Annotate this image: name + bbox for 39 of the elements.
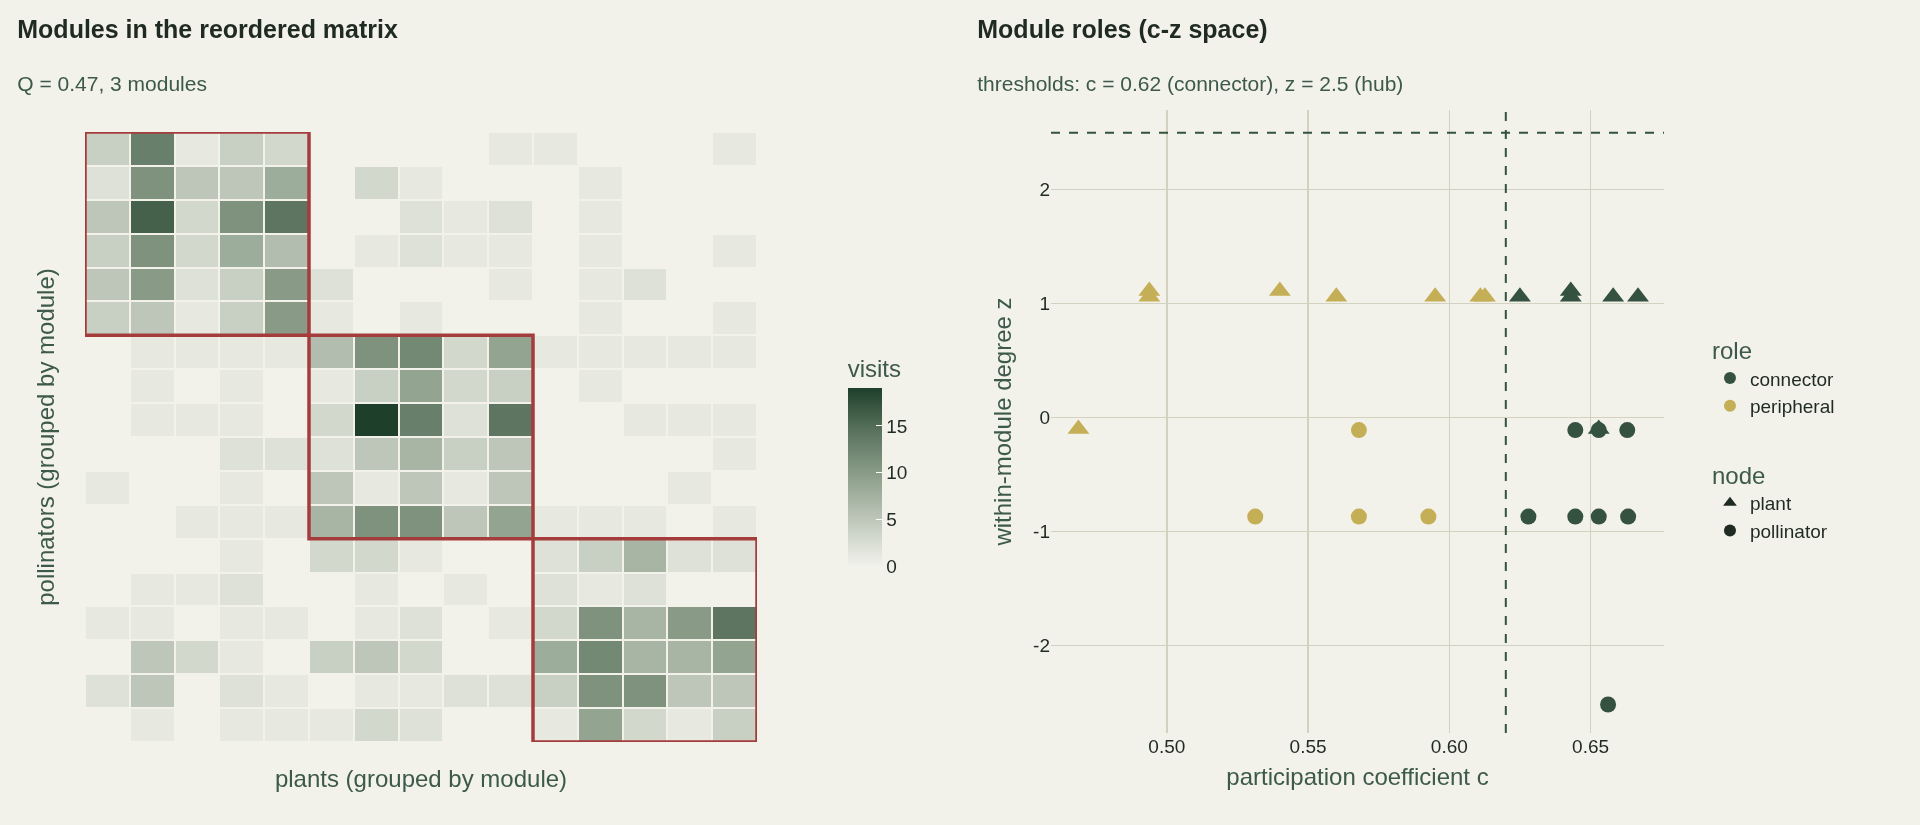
point [1620, 508, 1637, 525]
point [1420, 508, 1437, 525]
color-bar-title: visits [847, 355, 901, 383]
color-bar-label: 0 [886, 556, 897, 578]
point [1350, 422, 1367, 439]
y-tick-label: 2 [1039, 179, 1050, 201]
x-tick-label: 0.55 [1289, 736, 1327, 757]
y-axis-title: within-module degree z [989, 297, 1017, 547]
point [1590, 508, 1607, 525]
y-tick-label: -1 [1033, 521, 1050, 543]
chart-subtitle: thresholds: c = 0.62 (connector), z = 2.5 (hub) [977, 72, 1404, 96]
x-axis-title: plants (grouped by module) [274, 764, 568, 792]
legend-label: pollinator [1749, 520, 1828, 542]
legend-label: peripheral [1749, 396, 1835, 418]
text: role [1711, 337, 1753, 365]
point [1567, 422, 1584, 439]
color-bar-label: 10 [886, 462, 908, 484]
point [1350, 508, 1367, 525]
color-bar-label: 5 [886, 509, 897, 531]
color-bar-label: 15 [886, 415, 908, 437]
x-tick-label: 0.65 [1572, 736, 1610, 757]
y-tick-label: 0 [1039, 407, 1050, 429]
y-axis-title: pollinators (grouped by module) [31, 268, 59, 606]
point [1600, 696, 1617, 713]
point [1520, 508, 1537, 525]
text: node [1711, 461, 1766, 489]
legend-label: plant [1749, 493, 1792, 515]
x-axis-title: participation coefficient c [1226, 763, 1489, 791]
chart-title: Modules in the reordered matrix [17, 15, 399, 44]
x-tick-label: 0.50 [1148, 736, 1186, 757]
y-tick-label: 1 [1039, 293, 1050, 315]
x-tick-label: 0.60 [1430, 736, 1468, 757]
legend-label: connector [1749, 368, 1835, 390]
y-tick-label: -2 [1033, 634, 1050, 656]
chart-title: Module roles (c-z space) [977, 15, 1268, 44]
chart-subtitle: Q = 0.47, 3 modules [17, 72, 207, 96]
point [1247, 508, 1264, 525]
point [1619, 422, 1636, 439]
point [1567, 508, 1584, 525]
